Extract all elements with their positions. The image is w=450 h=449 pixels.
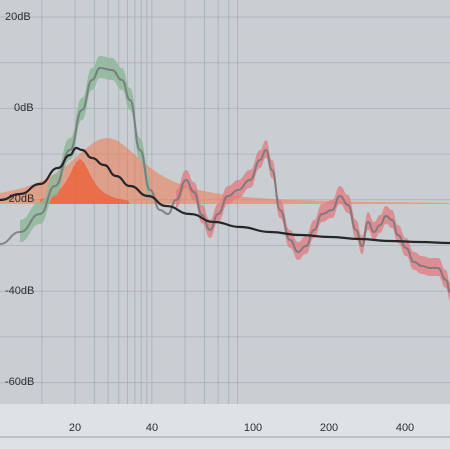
x-label-100: 100: [243, 422, 263, 434]
y-label-minus20db: -20dB: [5, 193, 35, 205]
frequency-axis-strip: [0, 404, 450, 449]
x-label-20: 20: [68, 422, 82, 434]
spectrum-center-line: [0, 66, 450, 293]
x-label-400: 400: [395, 422, 415, 434]
x-label-200: 200: [319, 422, 339, 434]
eq-response-curve[interactable]: [0, 146, 450, 245]
y-label-minus60db: -60dB: [5, 376, 35, 388]
y-label-20db: 20dB: [5, 11, 31, 23]
y-label-minus40db: -40dB: [5, 285, 35, 297]
eq-band-orange-strong[interactable]: [40, 159, 130, 204]
spectrum-band-red: [176, 140, 450, 300]
y-label-0db: 0dB: [14, 102, 34, 114]
spectrum-band-green: [20, 56, 150, 242]
x-label-40: 40: [145, 422, 159, 434]
eq-band-orange-wide[interactable]: [0, 138, 450, 204]
